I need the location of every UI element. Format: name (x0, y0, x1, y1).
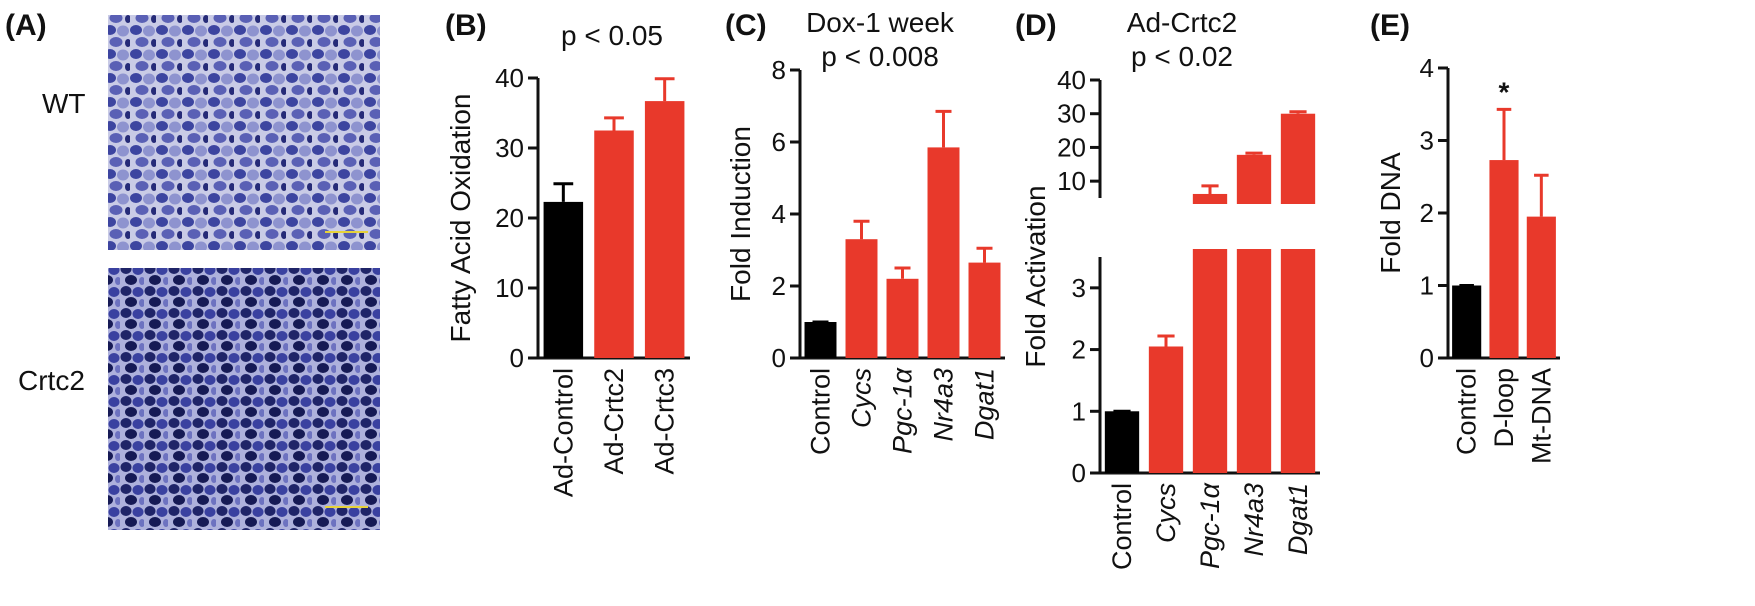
y-axis-label: Fold DNA (1375, 152, 1406, 274)
y-tick-label: 1 (1072, 396, 1086, 426)
error-bar (894, 266, 911, 279)
x-tick-label: D-loop (1489, 368, 1519, 448)
annotation: p < 0.05 (561, 20, 663, 51)
y-tick-label: 40 (495, 63, 524, 93)
y-tick-label: 1 (1420, 271, 1434, 301)
x-tick-label: Ad-Crtc2 (599, 368, 629, 475)
axis-break (1088, 204, 1324, 249)
error-bar (1245, 151, 1263, 155)
error-bar (853, 219, 870, 240)
bar (886, 278, 919, 358)
chart-title: Ad-Crtc2 (1127, 7, 1237, 38)
bar (927, 147, 960, 358)
y-axis-label: Fold Induction (725, 126, 756, 302)
bar (543, 201, 584, 358)
x-tick-label: Control (806, 368, 836, 455)
y-tick-label: 6 (772, 127, 786, 157)
bar (644, 101, 685, 358)
error-bar (976, 246, 993, 263)
y-tick-label: 10 (495, 273, 524, 303)
y-tick-label: 20 (495, 203, 524, 233)
y-tick-label: 2 (1072, 335, 1086, 365)
y-tick-label: 4 (1420, 53, 1434, 83)
error-bar (1496, 107, 1512, 161)
y-tick-label: 0 (510, 343, 524, 373)
y-tick-label: 0 (1072, 458, 1086, 488)
y-tick-label: 0 (1420, 343, 1434, 373)
y-tick-label: 20 (1057, 132, 1086, 162)
x-tick-label: Ad-Control (548, 368, 578, 497)
error-bar (1289, 110, 1307, 114)
x-tick-label: Control (1452, 368, 1482, 455)
x-tick-label: Cycs (1151, 483, 1181, 543)
panel-label: (C) (725, 9, 767, 42)
micrograph (108, 15, 380, 250)
y-tick-label: 10 (1057, 166, 1086, 196)
y-tick-label: 8 (772, 55, 786, 85)
row-label: Crtc2 (18, 365, 85, 396)
y-axis-label: Fatty Acid Oxidation (445, 93, 476, 342)
bar (1452, 285, 1482, 358)
y-tick-label: 2 (772, 271, 786, 301)
x-tick-label: Pgc-1α (888, 366, 918, 454)
error-bar (1534, 173, 1549, 217)
annotation: p < 0.02 (1131, 41, 1233, 72)
y-tick-label: 0 (772, 343, 786, 373)
bar (1526, 216, 1556, 358)
annotation: * (1499, 76, 1510, 107)
bar (1148, 346, 1184, 473)
annotation: p < 0.008 (821, 41, 939, 72)
y-tick-label: 4 (772, 199, 786, 229)
x-tick-label: Ad-Crtc3 (650, 368, 680, 475)
error-bar (604, 116, 624, 131)
x-tick-label: Control (1107, 483, 1137, 570)
micrograph (108, 268, 380, 530)
bar (1104, 411, 1140, 473)
x-tick-label: Pgc-1α (1195, 481, 1225, 569)
bar (1236, 154, 1272, 474)
bar (594, 130, 634, 358)
x-tick-label: Cycs (847, 368, 877, 428)
y-tick-label: 2 (1420, 198, 1434, 228)
chart-title: Dox-1 week (806, 7, 955, 38)
y-tick-label: 30 (1057, 99, 1086, 129)
error-bar (935, 109, 952, 148)
y-tick-label: 30 (495, 133, 524, 163)
panel-label: (A) (5, 9, 47, 42)
y-tick-label: 3 (1420, 126, 1434, 156)
panel-label: (D) (1015, 9, 1057, 42)
panel-label: (E) (1370, 9, 1410, 42)
bar (845, 239, 878, 358)
y-tick-label: 3 (1072, 273, 1086, 303)
error-bar (654, 77, 675, 102)
y-axis-label: Fold Activation (1020, 185, 1051, 367)
x-tick-label: Dgat1 (1283, 483, 1313, 555)
x-tick-label: Nr4a3 (929, 368, 959, 442)
x-tick-label: Dgat1 (970, 368, 1000, 440)
y-tick-label: 40 (1057, 65, 1086, 95)
bar (1489, 160, 1519, 358)
bar (804, 322, 837, 358)
bar (968, 262, 1001, 358)
row-label: WT (42, 88, 86, 119)
x-tick-label: Mt-DNA (1526, 368, 1556, 464)
x-tick-label: Nr4a3 (1239, 483, 1269, 557)
error-bar (553, 182, 574, 202)
error-bar (1157, 334, 1175, 347)
bar (1280, 113, 1316, 473)
panel-label: (B) (445, 9, 487, 42)
error-bar (1201, 184, 1219, 194)
